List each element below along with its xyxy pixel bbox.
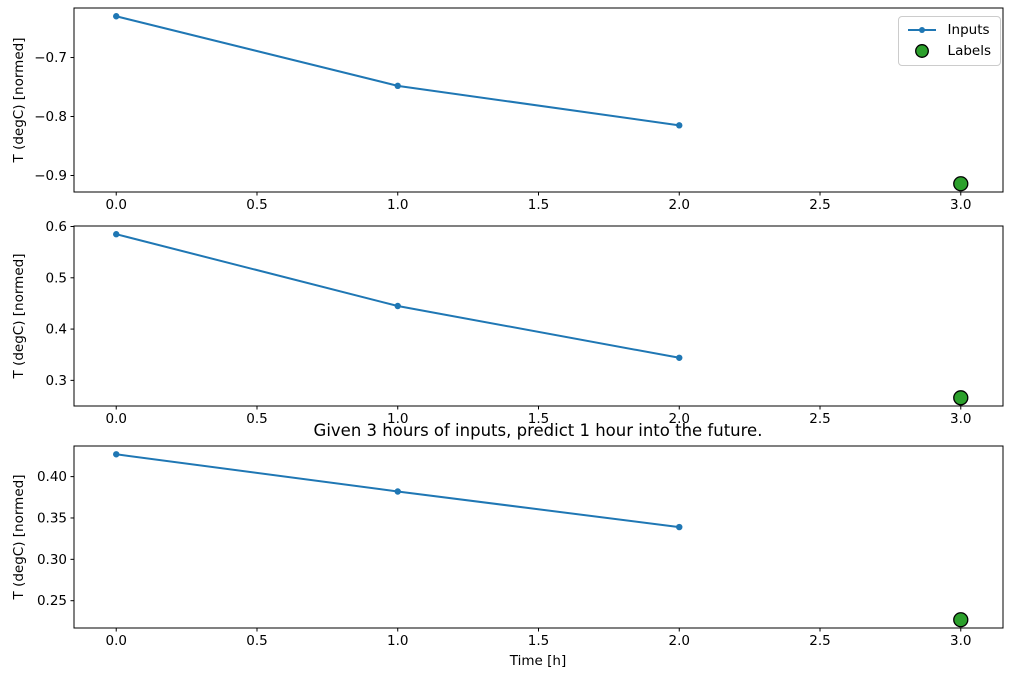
- subplot-1-x-tick-label: 1.0: [387, 197, 408, 213]
- subplot-3-y-tick-label: 0.40: [37, 469, 67, 485]
- subplot-2-y-tick-label: 0.4: [46, 322, 67, 338]
- subplot-3-x-tick-label: 1.0: [387, 633, 408, 649]
- subplot-2-x-tick-label: 0.0: [105, 411, 126, 427]
- subplot-1-inputs-marker: [676, 122, 683, 129]
- subplot-2-x-tick-label: 2.5: [809, 411, 830, 427]
- subplot-1-y-tick-label: −0.8: [34, 109, 67, 125]
- subplot-3-label-point: [953, 612, 969, 628]
- subplot-1-x-tick-label: 3.0: [950, 197, 971, 213]
- subplot-2-x-tick-label: 1.5: [528, 411, 549, 427]
- legend-label-inputs: Inputs: [947, 22, 990, 38]
- subplot-2-inputs-marker: [676, 354, 683, 361]
- subplot-3-y-tick-label: 0.30: [37, 552, 67, 568]
- subplot-2-y-tick-label: 0.3: [46, 373, 67, 389]
- y-axis-label-subplot-2: T (degC) [normed]: [11, 253, 27, 379]
- subplot-1-label-point: [953, 176, 969, 192]
- subplot-3-x-tick-label: 2.0: [669, 633, 690, 649]
- subplot-3-y-tick-label: 0.35: [37, 510, 67, 526]
- subplot-2-inputs-marker: [113, 231, 120, 238]
- labels-circle-icon: [905, 43, 939, 59]
- legend: Inputs Labels: [897, 16, 1001, 66]
- subplot-2-inputs-line: [115, 233, 680, 359]
- subplot-3-axes-frame: [73, 445, 1004, 629]
- subplot-1-inputs-line: [115, 15, 680, 127]
- inputs-line-icon: [905, 22, 939, 38]
- y-axis-label-subplot-1: T (degC) [normed]: [11, 37, 27, 163]
- subplot-3-x-tick-label: 0.5: [246, 633, 267, 649]
- subplot-3-inputs-marker: [394, 488, 401, 495]
- subplot-3-x-tick-label: 3.0: [950, 633, 971, 649]
- subplot-2-y-tick-label: 0.5: [46, 270, 67, 286]
- subplot-1-inputs-marker: [113, 13, 120, 20]
- subplot-2-x-tick-label: 1.0: [387, 411, 408, 427]
- subplot-2-x-tick-label: 0.5: [246, 411, 267, 427]
- legend-item-inputs: Inputs: [905, 20, 991, 40]
- subplot-2-x-tick-label: 3.0: [950, 411, 971, 427]
- subplot-2-x-tick-label: 2.0: [669, 411, 690, 427]
- subplot-3-inputs-marker: [676, 523, 683, 531]
- subplot-1-y-tick-label: −0.9: [34, 168, 67, 184]
- subplot-1-inputs-marker: [394, 82, 401, 90]
- subplot-2-axes-frame: [73, 225, 1004, 407]
- subplot-3-y-tick-label: 0.25: [37, 593, 67, 609]
- subplot-1-x-tick-label: 2.5: [809, 197, 830, 213]
- legend-label-labels: Labels: [947, 43, 991, 59]
- subplot-1-x-tick-label: 0.5: [246, 197, 267, 213]
- subplot-1-x-tick-label: 2.0: [669, 197, 690, 213]
- subplot-3-inputs-marker: [113, 451, 120, 458]
- subplot-3-x-tick-label: 0.0: [105, 633, 126, 649]
- subplot-3-x-tick-label: 1.5: [528, 633, 549, 649]
- subplot-1-x-tick-label: 0.0: [105, 197, 126, 213]
- y-axis-label-subplot-3: T (degC) [normed]: [11, 474, 27, 600]
- subplot-1-y-tick-label: −0.7: [34, 50, 67, 66]
- subplot-1-x-tick-label: 1.5: [528, 197, 549, 213]
- legend-item-labels: Labels: [905, 41, 991, 61]
- x-axis-label: Time [h]: [509, 653, 567, 669]
- subplot-2-y-tick-label: 0.6: [46, 219, 67, 235]
- subplot-1-axes-frame: [73, 7, 1004, 193]
- figure-title: Given 3 hours of inputs, predict 1 hour …: [313, 421, 763, 440]
- subplot-2-inputs-marker: [394, 302, 401, 310]
- subplot-2-label-point: [953, 390, 969, 406]
- subplot-3-x-tick-label: 2.5: [809, 633, 830, 649]
